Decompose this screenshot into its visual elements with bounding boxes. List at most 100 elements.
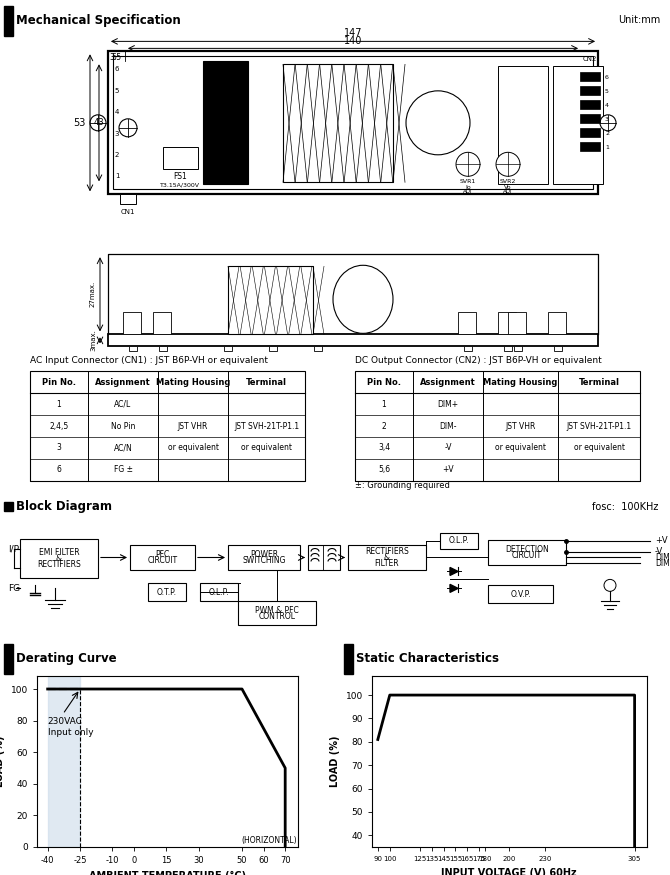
Text: +V: +V [655,536,667,545]
Bar [580,101,600,109]
Bar [554,346,562,352]
Text: Vo: Vo [505,186,512,190]
Text: 5,6: 5,6 [378,466,390,474]
Text: O.L.P.: O.L.P. [449,536,469,545]
Bar [153,312,171,334]
Text: or equivalent: or equivalent [168,444,218,452]
Text: Pin No.: Pin No. [367,378,401,387]
Text: 1: 1 [115,173,119,179]
Bar [4,501,13,511]
Text: Block Diagram: Block Diagram [16,500,112,514]
Text: 230VAC
Input only: 230VAC Input only [48,718,93,737]
Bar [580,73,600,81]
Bar [203,61,248,185]
Text: fosc:  100KHz: fosc: 100KHz [592,501,658,512]
Text: SVR1: SVR1 [460,179,476,185]
Text: 2: 2 [115,152,119,158]
Text: Mating Housing: Mating Housing [156,378,230,387]
Text: 5: 5 [605,89,609,94]
Text: 43: 43 [93,118,104,128]
Text: FG ±: FG ± [113,466,133,474]
Text: 2: 2 [605,131,609,136]
Bar [348,544,426,570]
Bar [129,346,137,352]
Bar [498,312,516,334]
Circle shape [604,579,616,592]
Text: Pin No.: Pin No. [42,378,76,387]
Text: 3: 3 [56,444,62,452]
Bar [130,544,195,570]
Text: -V: -V [444,444,452,452]
Text: CIRCUIT: CIRCUIT [147,556,178,565]
Text: 27max.: 27max. [90,281,96,307]
Text: 5: 5 [111,53,116,62]
Text: No Pin: No Pin [111,422,135,430]
Text: 1: 1 [382,400,387,409]
Text: -V: -V [655,547,663,556]
Polygon shape [450,584,458,592]
Text: Assignment: Assignment [95,378,151,387]
Text: FG: FG [8,584,20,593]
Text: 1: 1 [57,400,62,409]
Text: 2,4,5: 2,4,5 [50,422,68,430]
Bar [4,6,13,36]
Text: RECTIFIERS: RECTIFIERS [37,560,81,570]
Text: T3.15A/300V: T3.15A/300V [160,182,200,187]
Bar [458,312,476,334]
Text: 2: 2 [382,422,387,430]
Bar [314,346,322,352]
Text: DIM-: DIM- [655,559,670,568]
Circle shape [406,91,470,155]
Bar [498,66,548,185]
Bar [355,371,640,481]
Text: Terminal: Terminal [578,378,620,387]
Bar [548,312,566,334]
Bar [440,533,478,549]
Text: PFC: PFC [155,550,170,559]
Circle shape [119,119,137,136]
Bar [224,346,232,352]
Text: 3: 3 [605,117,609,122]
Bar [580,143,600,151]
Text: JST VHR: JST VHR [178,422,208,430]
Text: JST VHR: JST VHR [505,422,536,430]
Text: DIM+: DIM+ [655,553,670,562]
Text: AC/N: AC/N [114,444,133,452]
Text: SVR2: SVR2 [500,179,516,185]
Text: or equivalent: or equivalent [495,444,546,452]
Text: Io: Io [465,186,471,190]
Bar [4,644,13,674]
Bar [108,334,598,346]
Polygon shape [450,568,458,576]
Bar [30,371,305,481]
Text: 3,4: 3,4 [378,444,390,452]
Bar [108,52,598,194]
Text: Terminal: Terminal [246,378,287,387]
Text: SWITCHING: SWITCHING [243,556,285,565]
Y-axis label: LOAD (%): LOAD (%) [330,736,340,788]
Text: ADJ: ADJ [463,189,473,194]
Text: Mating Housing: Mating Housing [483,378,557,387]
Text: 6: 6 [56,466,62,474]
X-axis label: INPUT VOLTAGE (V) 60Hz: INPUT VOLTAGE (V) 60Hz [442,868,577,875]
Text: 4: 4 [605,103,609,108]
Text: Unit:mm: Unit:mm [618,16,660,25]
Text: 5: 5 [115,88,119,94]
Text: CN2: CN2 [583,56,597,62]
Text: or equivalent: or equivalent [241,444,292,452]
Bar [148,584,186,601]
Bar [269,346,277,352]
Text: 4: 4 [115,109,119,116]
Text: O.T.P.: O.T.P. [157,588,177,597]
Bar [163,147,198,169]
Text: 3: 3 [115,130,119,136]
Bar [504,346,512,352]
Text: EMI FILTER: EMI FILTER [39,548,79,556]
Bar [159,346,167,352]
Text: AC Input Connector (CN1) : JST B6P-VH or equivalent: AC Input Connector (CN1) : JST B6P-VH or… [30,356,268,366]
Text: PWM & PFC: PWM & PFC [255,606,299,614]
Bar [20,539,98,578]
Bar [464,346,472,352]
Circle shape [90,115,106,131]
Circle shape [496,152,520,176]
